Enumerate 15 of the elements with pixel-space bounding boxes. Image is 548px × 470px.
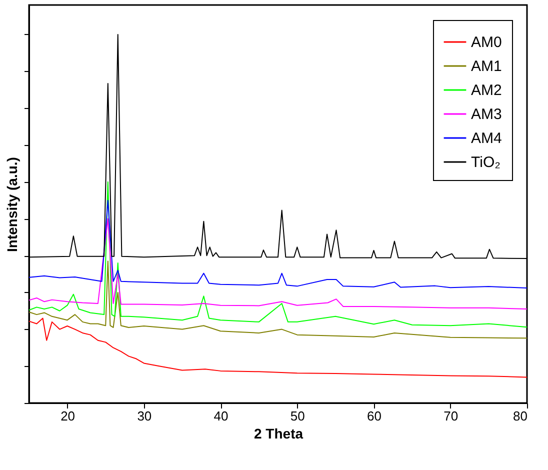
legend-label: AM4 xyxy=(471,130,502,147)
legend-label: TiO₂ xyxy=(471,154,501,171)
x-tick-label: 80 xyxy=(513,408,528,424)
x-tick-label: 30 xyxy=(137,408,152,424)
legend-label: AM1 xyxy=(471,58,502,75)
y-axis-title: Intensity (a.u.) xyxy=(4,157,20,252)
x-axis-title: 2 Theta xyxy=(254,426,304,442)
x-tick-label: 40 xyxy=(214,408,228,424)
x-tick-label: 60 xyxy=(367,408,382,424)
x-tick-label: 20 xyxy=(60,408,76,424)
x-tick-label: 50 xyxy=(290,408,305,424)
legend-label: AM2 xyxy=(471,82,502,99)
x-tick-label: 70 xyxy=(444,408,458,424)
legend-label: AM3 xyxy=(471,106,502,123)
legend-label: AM0 xyxy=(471,34,502,51)
